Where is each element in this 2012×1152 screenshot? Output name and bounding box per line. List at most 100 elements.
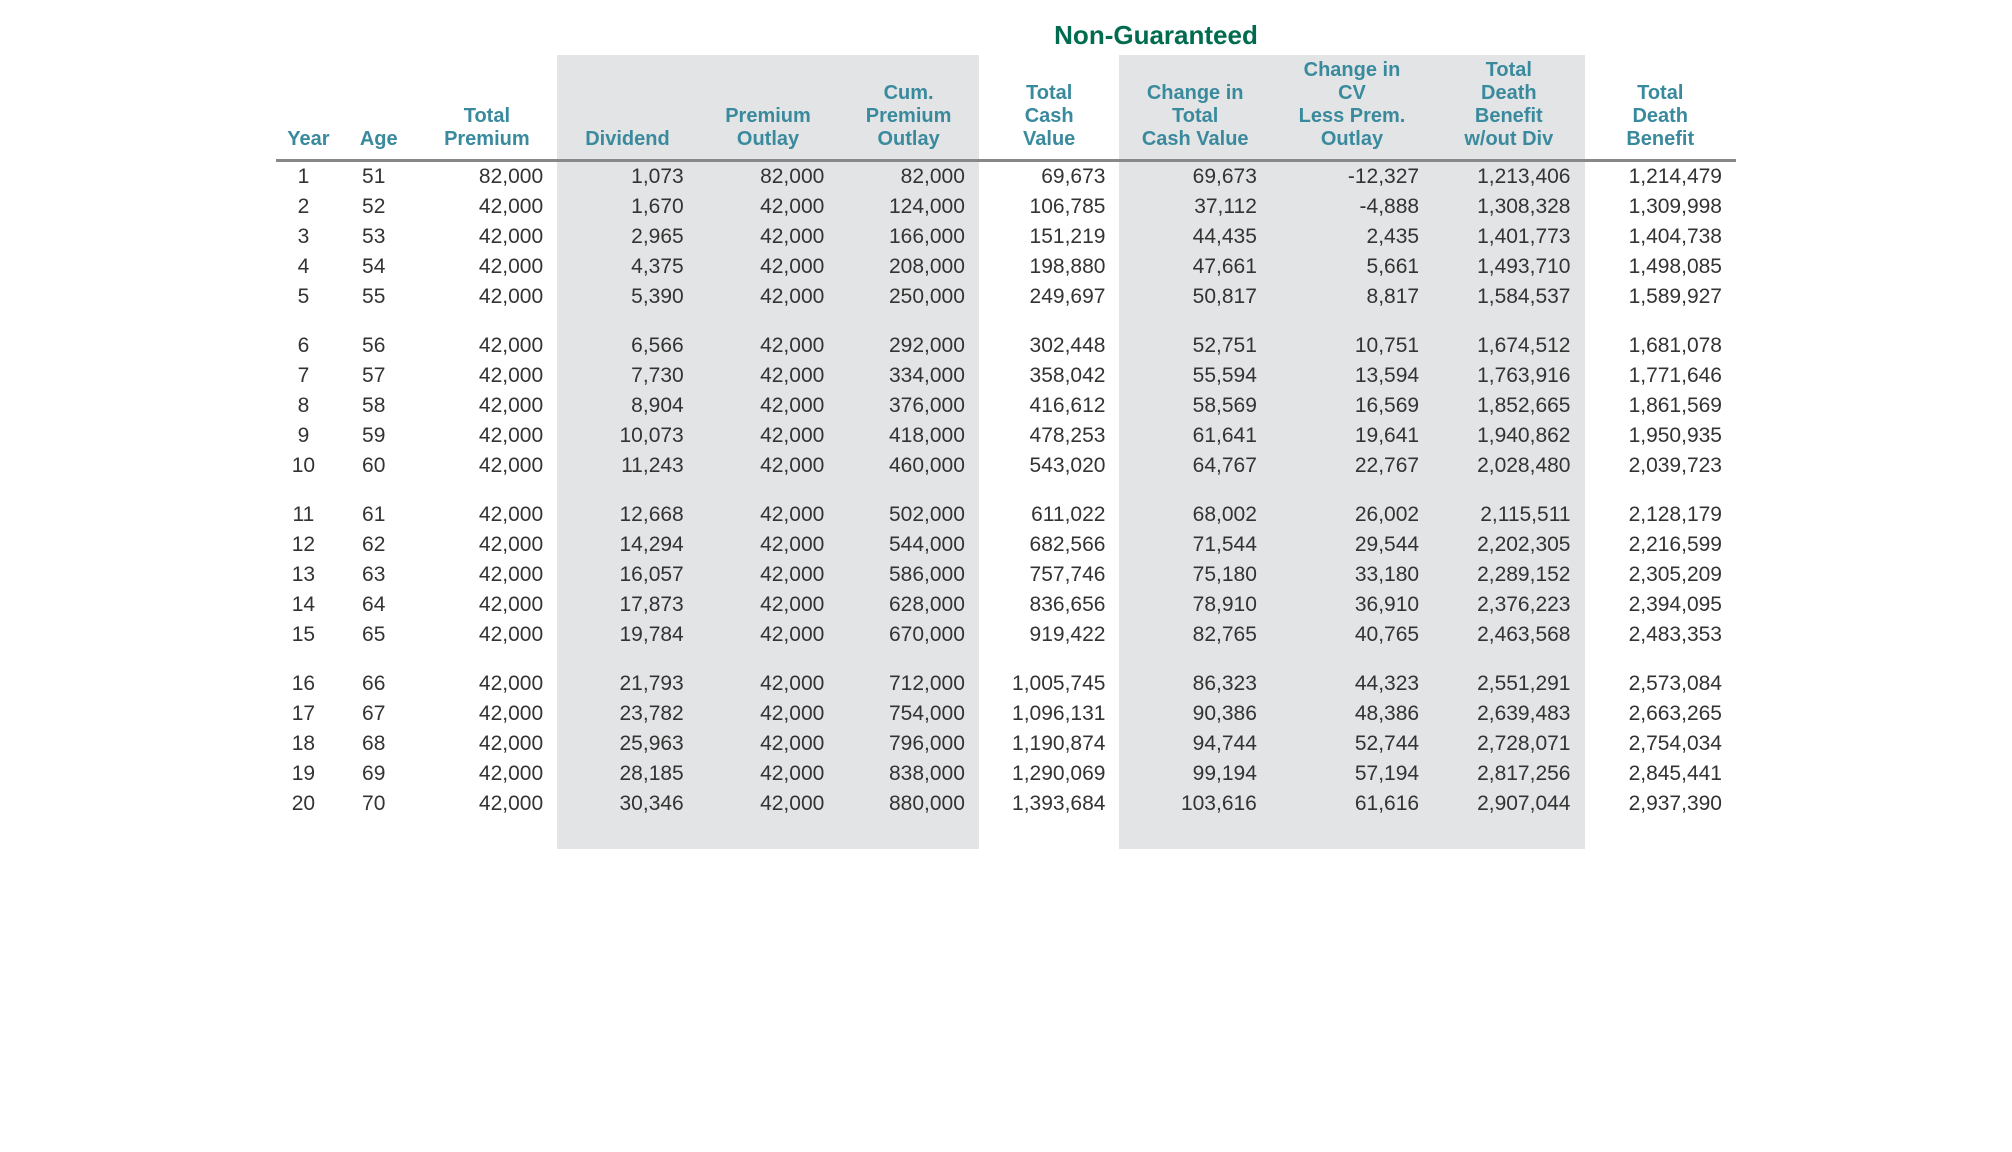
cell-tdb_wout_div: 1,940,862 [1433, 421, 1584, 451]
cell-total_death_benefit: 2,573,084 [1585, 650, 1737, 699]
table-row: 55542,0005,39042,000250,000249,69750,817… [276, 282, 1736, 312]
col-header-total_death_benefit: TotalDeathBenefit [1585, 55, 1737, 161]
cell-year: 9 [276, 421, 341, 451]
cell-year: 2 [276, 192, 341, 222]
cell-dividend: 4,375 [557, 252, 698, 282]
cell-premium_outlay: 42,000 [698, 451, 839, 481]
cell-change_total_cv: 68,002 [1119, 481, 1270, 530]
cell-total_death_benefit: 2,216,599 [1585, 530, 1737, 560]
cell-total_cash_value: 151,219 [979, 222, 1120, 252]
cell-cum_premium_outlay: 712,000 [838, 650, 979, 699]
cell-dividend: 28,185 [557, 759, 698, 789]
cell-total_death_benefit: 1,404,738 [1585, 222, 1737, 252]
cell-premium_outlay: 42,000 [698, 481, 839, 530]
cell-tdb_wout_div: 2,639,483 [1433, 699, 1584, 729]
cell-total_cash_value: 757,746 [979, 560, 1120, 590]
cell-cum_premium_outlay: 544,000 [838, 530, 979, 560]
cell-year: 15 [276, 620, 341, 650]
cell-change_total_cv: 103,616 [1119, 789, 1270, 819]
table-row: 45442,0004,37542,000208,000198,88047,661… [276, 252, 1736, 282]
cell-age: 66 [341, 650, 417, 699]
cell-total_death_benefit: 1,771,646 [1585, 361, 1737, 391]
cell-tdb_wout_div: 2,289,152 [1433, 560, 1584, 590]
cell-total_premium: 42,000 [417, 560, 558, 590]
cell-premium_outlay: 42,000 [698, 729, 839, 759]
cell-dividend: 23,782 [557, 699, 698, 729]
cell-total_death_benefit: 2,305,209 [1585, 560, 1737, 590]
cell-total_premium: 42,000 [417, 530, 558, 560]
cell-change_cv_less_po: 33,180 [1271, 560, 1433, 590]
cell-premium_outlay: 42,000 [698, 620, 839, 650]
table-row: 136342,00016,05742,000586,000757,74675,1… [276, 560, 1736, 590]
cell-change_cv_less_po: -4,888 [1271, 192, 1433, 222]
cell-total_cash_value: 1,290,069 [979, 759, 1120, 789]
cell-age: 55 [341, 282, 417, 312]
cell-change_cv_less_po: 19,641 [1271, 421, 1433, 451]
cell-total_premium: 42,000 [417, 650, 558, 699]
cell-age: 60 [341, 451, 417, 481]
cell-dividend: 1,670 [557, 192, 698, 222]
cell-premium_outlay: 42,000 [698, 222, 839, 252]
cell-cum_premium_outlay: 796,000 [838, 729, 979, 759]
table-row: 156542,00019,78442,000670,000919,42282,7… [276, 620, 1736, 650]
cell-year: 16 [276, 650, 341, 699]
cell-change_cv_less_po: 13,594 [1271, 361, 1433, 391]
col-header-age: Age [341, 55, 417, 161]
cell-change_cv_less_po: 36,910 [1271, 590, 1433, 620]
cell-tdb_wout_div: 2,202,305 [1433, 530, 1584, 560]
cell-year: 8 [276, 391, 341, 421]
cell-change_cv_less_po: 16,569 [1271, 391, 1433, 421]
cell-total_death_benefit: 1,309,998 [1585, 192, 1737, 222]
cell-total_cash_value: 1,096,131 [979, 699, 1120, 729]
table-row: 95942,00010,07342,000418,000478,25361,64… [276, 421, 1736, 451]
cell-change_cv_less_po: -12,327 [1271, 161, 1433, 193]
col-header-year: Year [276, 55, 341, 161]
cell-total_premium: 42,000 [417, 759, 558, 789]
cell-premium_outlay: 42,000 [698, 530, 839, 560]
cell-cum_premium_outlay: 460,000 [838, 451, 979, 481]
table-row: 196942,00028,18542,000838,0001,290,06999… [276, 759, 1736, 789]
cell-year: 7 [276, 361, 341, 391]
cell-tdb_wout_div: 1,674,512 [1433, 312, 1584, 361]
cell-total_premium: 42,000 [417, 421, 558, 451]
cell-change_cv_less_po: 29,544 [1271, 530, 1433, 560]
cell-change_total_cv: 47,661 [1119, 252, 1270, 282]
cell-tdb_wout_div: 2,376,223 [1433, 590, 1584, 620]
cell-change_total_cv: 90,386 [1119, 699, 1270, 729]
cell-total_premium: 42,000 [417, 590, 558, 620]
cell-change_cv_less_po: 40,765 [1271, 620, 1433, 650]
cell-dividend: 12,668 [557, 481, 698, 530]
table-row: 207042,00030,34642,000880,0001,393,68410… [276, 789, 1736, 819]
table-row: 65642,0006,56642,000292,000302,44852,751… [276, 312, 1736, 361]
cell-premium_outlay: 42,000 [698, 421, 839, 451]
section-title: Non-Guaranteed [276, 20, 1736, 51]
cell-total_death_benefit: 2,754,034 [1585, 729, 1737, 759]
cell-total_premium: 42,000 [417, 789, 558, 819]
cell-tdb_wout_div: 1,308,328 [1433, 192, 1584, 222]
cell-age: 62 [341, 530, 417, 560]
cell-total_death_benefit: 2,845,441 [1585, 759, 1737, 789]
cell-total_cash_value: 1,005,745 [979, 650, 1120, 699]
cell-year: 10 [276, 451, 341, 481]
cell-cum_premium_outlay: 754,000 [838, 699, 979, 729]
table-row: 106042,00011,24342,000460,000543,02064,7… [276, 451, 1736, 481]
table-row: 176742,00023,78242,000754,0001,096,13190… [276, 699, 1736, 729]
cell-total_cash_value: 358,042 [979, 361, 1120, 391]
cell-cum_premium_outlay: 880,000 [838, 789, 979, 819]
cell-tdb_wout_div: 2,728,071 [1433, 729, 1584, 759]
cell-change_cv_less_po: 5,661 [1271, 252, 1433, 282]
cell-age: 54 [341, 252, 417, 282]
cell-tdb_wout_div: 2,115,511 [1433, 481, 1584, 530]
cell-year: 1 [276, 161, 341, 193]
cell-premium_outlay: 42,000 [698, 650, 839, 699]
cell-total_premium: 82,000 [417, 161, 558, 193]
cell-total_death_benefit: 1,498,085 [1585, 252, 1737, 282]
cell-total_death_benefit: 2,128,179 [1585, 481, 1737, 530]
cell-total_cash_value: 249,697 [979, 282, 1120, 312]
cell-total_death_benefit: 2,039,723 [1585, 451, 1737, 481]
cell-total_cash_value: 478,253 [979, 421, 1120, 451]
cell-age: 65 [341, 620, 417, 650]
cell-age: 56 [341, 312, 417, 361]
table-head: YearAgeTotalPremiumDividendPremiumOutlay… [276, 55, 1736, 161]
cell-dividend: 14,294 [557, 530, 698, 560]
